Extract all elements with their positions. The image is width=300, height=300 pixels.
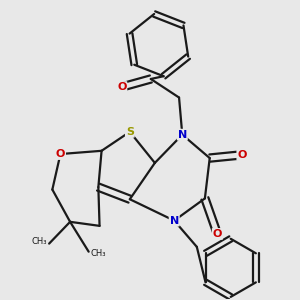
Text: O: O: [213, 229, 222, 239]
Text: S: S: [126, 127, 134, 137]
Text: N: N: [169, 216, 179, 226]
Text: CH₃: CH₃: [32, 237, 47, 246]
Text: O: O: [56, 149, 65, 159]
Text: CH₃: CH₃: [91, 249, 106, 258]
Text: O: O: [117, 82, 126, 92]
Text: O: O: [237, 150, 247, 160]
Text: N: N: [178, 130, 187, 140]
